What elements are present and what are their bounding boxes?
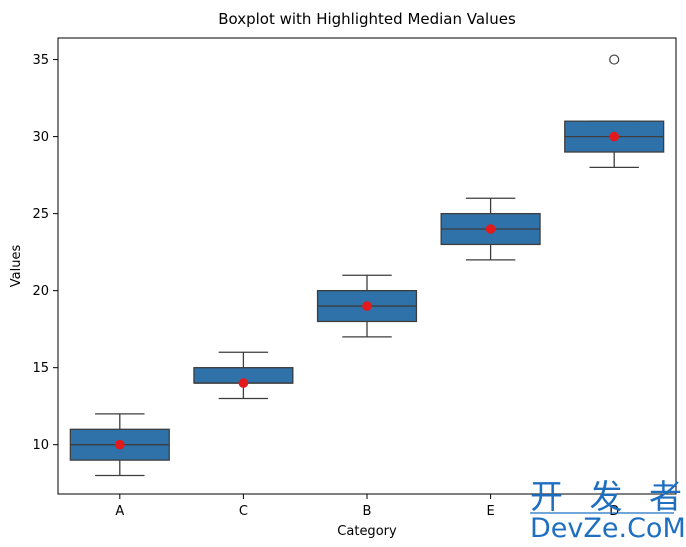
watermark-cn-text: 开 发 者 xyxy=(530,477,686,516)
y-tick-label: 35 xyxy=(32,53,49,68)
y-tick-label: 15 xyxy=(32,361,49,376)
x-tick-label: C xyxy=(239,504,248,519)
outlier-point xyxy=(609,54,620,65)
x-tick-label: D xyxy=(609,504,619,519)
chart-title: Boxplot with Highlighted Median Values xyxy=(218,10,516,28)
box-group xyxy=(193,351,294,400)
y-tick-label: 20 xyxy=(32,284,49,299)
x-tick-label: B xyxy=(363,504,372,519)
y-tick-label: 10 xyxy=(32,438,49,453)
x-tick-label: E xyxy=(486,504,494,519)
y-axis-label: Values xyxy=(9,245,24,288)
median-marker xyxy=(115,439,125,450)
x-axis-label: Category xyxy=(337,524,397,539)
median-marker xyxy=(238,378,249,388)
box-group xyxy=(564,54,665,169)
y-tick-label: 30 xyxy=(32,130,49,145)
watermark: 开 发 者 DevZe.CoM xyxy=(530,477,686,544)
y-tick-label: 25 xyxy=(32,207,49,222)
median-marker xyxy=(362,301,372,311)
watermark-en-text: DevZe.CoM xyxy=(530,513,686,544)
plot-frame xyxy=(57,37,677,495)
median-marker xyxy=(609,131,619,142)
median-marker xyxy=(485,224,496,234)
x-tick-label: A xyxy=(115,504,124,519)
